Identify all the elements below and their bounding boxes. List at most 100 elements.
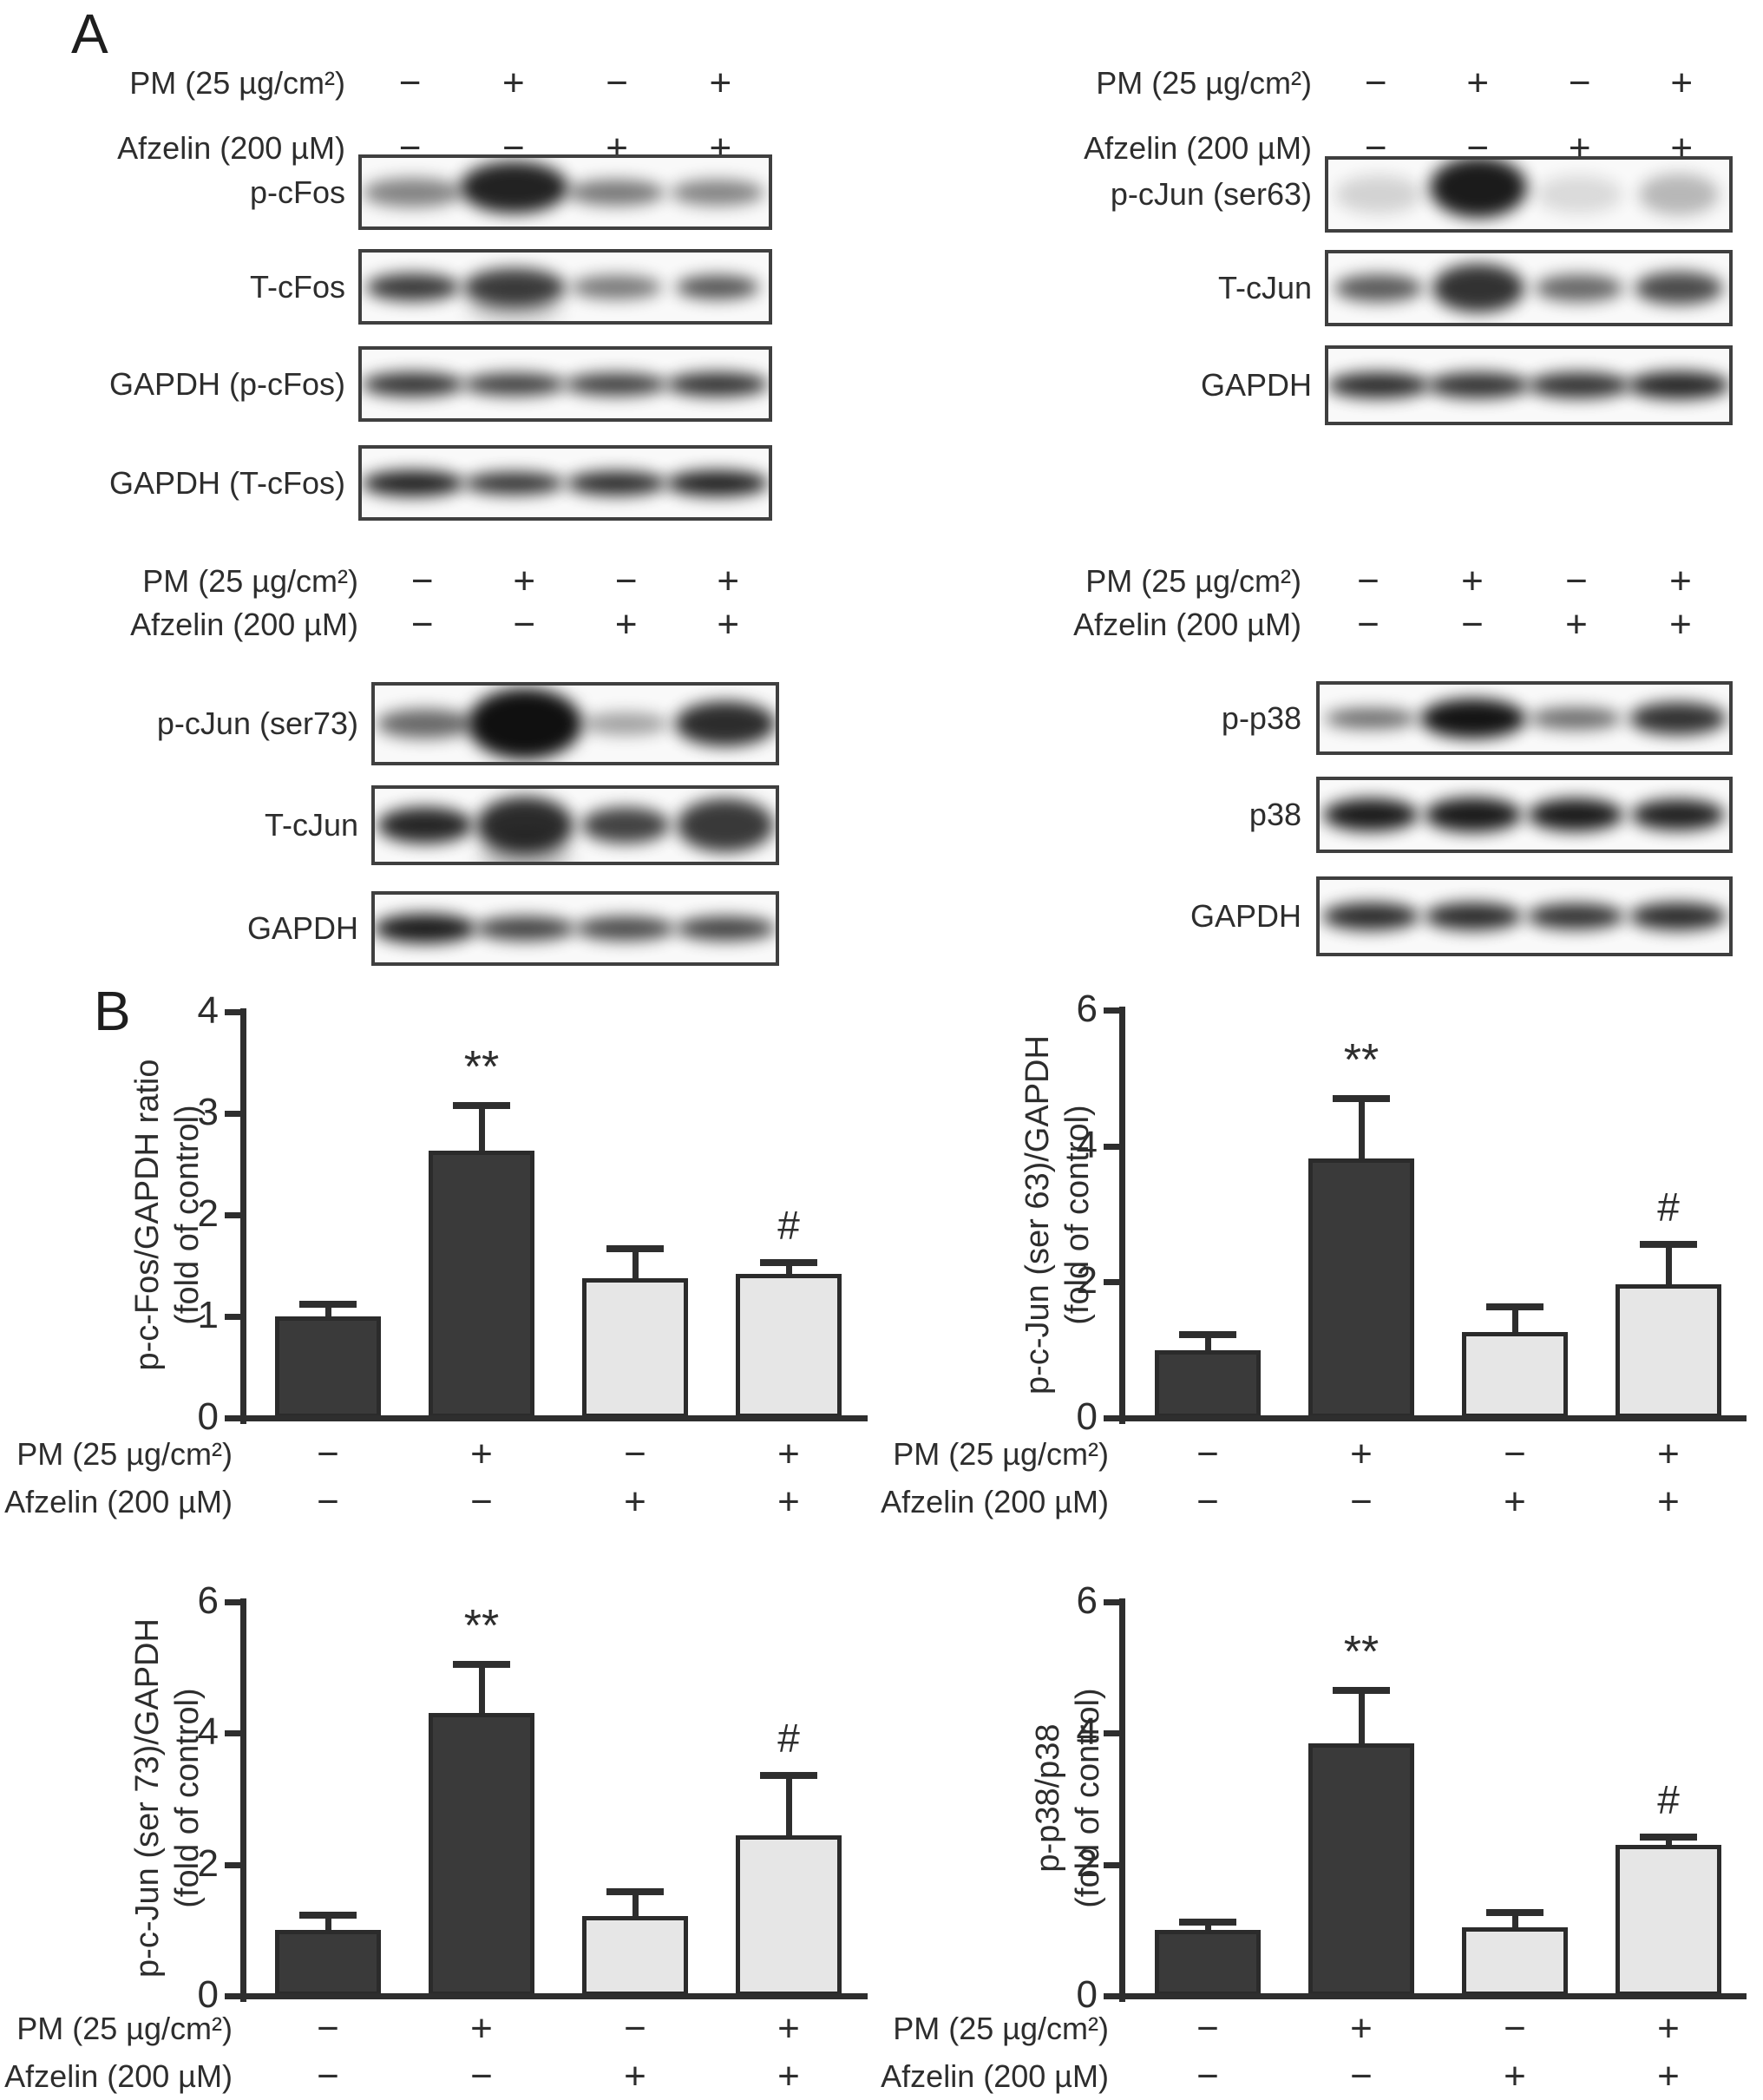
y-axis-tick-label: 0 bbox=[1076, 1395, 1098, 1438]
significance-marker: ** bbox=[463, 1041, 500, 1093]
pm-sign: + bbox=[717, 560, 740, 602]
error-bar-cap bbox=[299, 1911, 357, 1919]
y-axis-tick-label: 4 bbox=[1076, 1123, 1098, 1166]
y-axis-tick-label: 4 bbox=[1076, 1710, 1098, 1754]
data-bar bbox=[429, 1151, 534, 1418]
blot-row-label: p-cFos bbox=[249, 174, 345, 210]
data-bar bbox=[582, 1915, 688, 1996]
error-bar-stem bbox=[1204, 1922, 1211, 1931]
pm-sign: − bbox=[624, 2007, 646, 2050]
y-axis-label-line: (fold of control) bbox=[1059, 1105, 1096, 1325]
afzelin-sign: − bbox=[513, 603, 536, 646]
data-bar bbox=[1616, 1844, 1721, 1996]
significance-marker: # bbox=[1657, 1185, 1680, 1230]
error-bar-cap bbox=[1179, 1919, 1236, 1926]
blot-row-label: GAPDH bbox=[1200, 367, 1312, 403]
protein-band bbox=[1334, 274, 1423, 302]
error-bar-cap bbox=[1486, 1303, 1543, 1311]
error-bar-cap bbox=[1333, 1686, 1390, 1694]
blot-row-label: p38 bbox=[1249, 797, 1301, 832]
x-axis-line bbox=[240, 1993, 868, 1999]
data-bar bbox=[736, 1273, 842, 1418]
error-bar-cap bbox=[1333, 1094, 1390, 1102]
y-axis-tick-label: 1 bbox=[197, 1294, 219, 1336]
protein-band bbox=[1432, 264, 1525, 312]
protein-band bbox=[1530, 706, 1622, 730]
blot-row-label: p-cJun (ser73) bbox=[156, 705, 358, 741]
y-axis-tick-label: 6 bbox=[197, 1578, 219, 1622]
protein-band bbox=[462, 372, 566, 396]
pm-sign: + bbox=[709, 62, 732, 104]
protein-band bbox=[567, 179, 665, 206]
afzelin-sign: − bbox=[410, 603, 434, 646]
blot-row-label: GAPDH (p-cFos) bbox=[108, 365, 345, 402]
error-bar-stem bbox=[478, 1664, 485, 1714]
protein-band bbox=[376, 709, 474, 738]
blot-row-label: GAPDH (T-cFos) bbox=[108, 464, 345, 501]
blot-image bbox=[371, 785, 779, 865]
y-axis-tick-label: 2 bbox=[197, 1192, 219, 1235]
error-bar-stem bbox=[1511, 1912, 1518, 1927]
data-bar bbox=[1462, 1331, 1568, 1418]
error-bar-stem bbox=[1358, 1690, 1365, 1743]
afzelin-sign: + bbox=[624, 2055, 646, 2097]
data-bar bbox=[1616, 1283, 1721, 1418]
protein-band bbox=[677, 798, 775, 852]
protein-band-smear bbox=[468, 288, 560, 321]
protein-band bbox=[1427, 372, 1530, 398]
blot-image bbox=[358, 346, 772, 422]
error-bar-stem bbox=[1665, 1244, 1672, 1284]
pm-sign: + bbox=[502, 62, 525, 104]
y-axis-label-line: p-c-Jun (ser 73)/GAPDH bbox=[129, 1618, 167, 1978]
significance-marker: ** bbox=[1343, 1626, 1380, 1677]
afzelin-sign: + bbox=[624, 1480, 646, 1523]
data-bar bbox=[1308, 1158, 1414, 1418]
pm-condition-label: PM (25 µg/cm²) bbox=[16, 2011, 233, 2046]
pm-sign: + bbox=[1657, 1433, 1680, 1475]
y-axis-tick-label: 0 bbox=[197, 1395, 219, 1438]
y-axis-tick-label: 6 bbox=[1076, 988, 1098, 1031]
protein-band bbox=[1430, 160, 1528, 218]
y-axis-label-text: p-c-Jun (ser 73)/GAPDH (fold of control) bbox=[128, 1618, 207, 1978]
afzelin-sign: + bbox=[1565, 603, 1588, 646]
y-axis-tick bbox=[225, 1993, 240, 1999]
y-axis-line bbox=[1119, 1007, 1125, 1424]
x-axis-line bbox=[1119, 1993, 1747, 1999]
y-axis-tick bbox=[1104, 1861, 1119, 1868]
protein-band bbox=[1323, 798, 1419, 831]
error-bar-stem bbox=[1511, 1307, 1518, 1332]
y-axis-tick bbox=[1104, 1007, 1119, 1014]
protein-band bbox=[475, 916, 575, 941]
significance-marker: ** bbox=[1343, 1034, 1380, 1086]
protein-band bbox=[377, 807, 473, 843]
y-axis-tick-label: 4 bbox=[197, 989, 219, 1032]
afzelin-sign: + bbox=[614, 603, 638, 646]
y-axis-tick-label: 2 bbox=[1076, 1841, 1098, 1885]
error-bar-cap bbox=[299, 1300, 357, 1308]
error-bar-stem bbox=[324, 1914, 331, 1931]
pm-sign: + bbox=[1466, 62, 1490, 104]
pm-sign: − bbox=[606, 62, 628, 104]
error-bar-stem bbox=[632, 1892, 639, 1916]
data-bar bbox=[736, 1834, 842, 1996]
protein-band bbox=[1425, 797, 1522, 832]
pm-condition-label: PM (25 µg/cm²) bbox=[129, 65, 345, 101]
protein-band bbox=[580, 807, 670, 843]
protein-band bbox=[1639, 174, 1720, 215]
pm-sign: + bbox=[470, 1433, 493, 1475]
afzelin-sign: − bbox=[470, 2055, 493, 2097]
blot-row-label: T-cJun bbox=[264, 807, 358, 843]
data-bar bbox=[1308, 1742, 1414, 1996]
protein-band bbox=[462, 267, 566, 306]
afzelin-sign: + bbox=[777, 1480, 800, 1523]
pm-sign: − bbox=[1196, 1433, 1219, 1475]
blot-image bbox=[1325, 156, 1733, 233]
afzelin-sign: + bbox=[1504, 2055, 1526, 2097]
blot-row-label: T-cJun bbox=[1217, 270, 1312, 305]
error-bar-cap bbox=[760, 1258, 817, 1266]
y-axis-tick bbox=[1104, 1598, 1119, 1605]
error-bar-cap bbox=[606, 1888, 664, 1896]
y-axis-tick-label: 0 bbox=[1076, 1973, 1098, 2016]
error-bar-stem bbox=[1358, 1098, 1365, 1158]
pm-sign: + bbox=[1669, 560, 1692, 602]
